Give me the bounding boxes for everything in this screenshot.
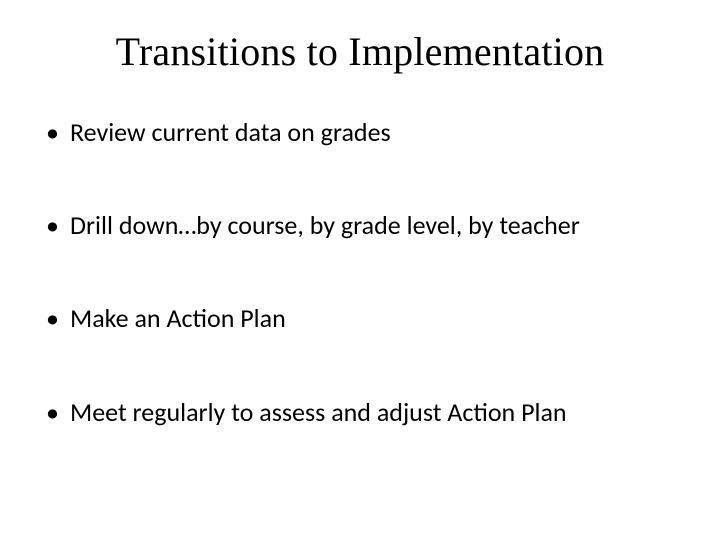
bullet-list: Review current data on grades Drill down… — [40, 117, 680, 428]
slide: Transitions to Implementation Review cur… — [0, 0, 720, 540]
list-item: Drill down…by course, by grade level, by… — [40, 210, 680, 241]
list-item: Meet regularly to assess and adjust Acti… — [40, 397, 680, 428]
list-item: Make an Action Plan — [40, 303, 680, 334]
list-item: Review current data on grades — [40, 117, 680, 148]
slide-title: Transitions to Implementation — [40, 28, 680, 75]
